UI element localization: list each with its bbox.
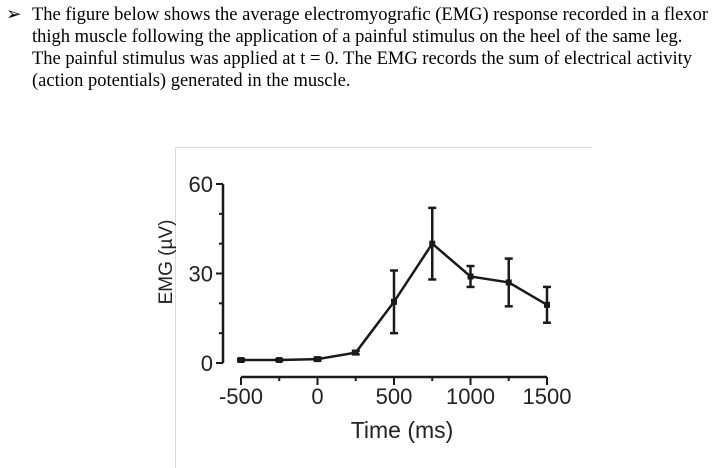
figure-frame	[175, 147, 592, 468]
data-point	[467, 273, 474, 280]
y-tick-label: 30	[189, 262, 213, 287]
x-axis-title: Time (ms)	[351, 417, 454, 443]
data-point	[391, 298, 397, 305]
intro-paragraph: The figure below shows the average elect…	[32, 4, 721, 92]
x-tick-label: -500	[219, 384, 263, 409]
arrow-bullet-icon: ➢	[6, 5, 22, 25]
data-point	[352, 349, 359, 356]
y-tick-label: 60	[189, 172, 213, 197]
y-tick-label: 0	[201, 351, 213, 376]
question-text: ➢ The figure below shows the average ele…	[6, 4, 721, 92]
x-tick-label: 500	[376, 384, 413, 409]
data-point	[429, 240, 436, 247]
data-point	[544, 301, 550, 308]
intro-line: (action potentials) generated in the mus…	[32, 71, 351, 91]
intro-line: thigh muscle following the application o…	[32, 27, 683, 47]
x-tick-label: 1500	[523, 384, 572, 409]
x-tick-label: 1000	[446, 384, 495, 409]
data-point	[238, 357, 244, 364]
x-tick-label: 0	[311, 384, 323, 409]
data-point	[314, 356, 321, 363]
intro-line: The figure below shows the average elect…	[32, 5, 708, 25]
intro-line: The painful stimulus was applied at t = …	[32, 49, 692, 69]
data-point	[276, 357, 283, 364]
data-point	[505, 279, 512, 286]
y-axis-title: EMG (µV)	[156, 220, 177, 305]
